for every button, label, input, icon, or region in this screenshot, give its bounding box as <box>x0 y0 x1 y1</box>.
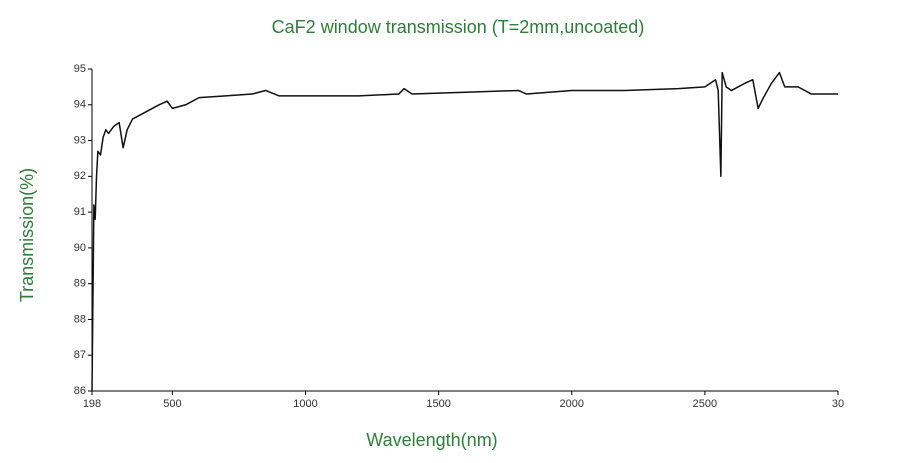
y-tick-label: 86 <box>74 385 86 397</box>
y-tick-label: 89 <box>74 278 86 290</box>
y-tick-label: 95 <box>74 63 86 75</box>
y-axis-label: Transmission(%) <box>17 168 37 302</box>
y-tick-label: 93 <box>74 134 86 146</box>
x-tick-label: 1500 <box>426 398 450 410</box>
x-axis-label: Wavelength(nm) <box>366 430 497 450</box>
y-tick-label: 91 <box>74 206 86 218</box>
y-tick-label: 88 <box>74 313 86 325</box>
x-tick-label: 30 <box>832 398 844 410</box>
x-tick-label: 2000 <box>560 398 584 410</box>
y-tick-label: 94 <box>74 99 86 111</box>
x-tick-label: 500 <box>163 398 181 410</box>
y-tick-label: 90 <box>74 242 86 254</box>
y-tick-label: 87 <box>74 349 86 361</box>
chart-title: CaF2 window transmission (T=2mm,uncoated… <box>272 17 645 37</box>
x-tick-label: 198 <box>83 398 101 410</box>
x-tick-label: 1000 <box>293 398 317 410</box>
x-tick-label: 2500 <box>693 398 717 410</box>
y-tick-label: 92 <box>74 170 86 182</box>
data-line <box>91 71 838 392</box>
